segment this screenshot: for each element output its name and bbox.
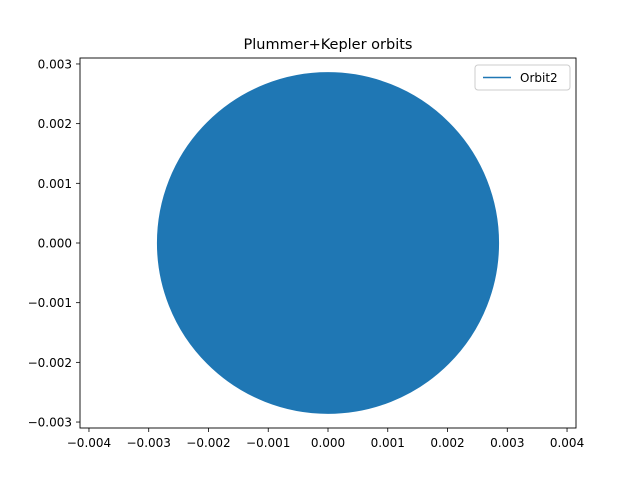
y-tick-label: −0.002 [28, 356, 72, 370]
legend-label: Orbit2 [520, 71, 558, 85]
y-tick-label: −0.001 [28, 296, 72, 310]
x-tick-label: −0.001 [246, 436, 290, 450]
plot-area [156, 72, 500, 414]
series-1-orbit [156, 72, 500, 414]
x-tick-label: 0.002 [430, 436, 464, 450]
y-tick-label: 0.003 [38, 57, 72, 71]
x-tick-label: 0.001 [371, 436, 405, 450]
chart-title: Plummer+Kepler orbits [244, 37, 413, 53]
y-tick-label: 0.001 [38, 177, 72, 191]
x-axis: −0.004 −0.003 −0.002 −0.001 0.000 0.001 0.002 0… [67, 428, 584, 450]
y-tick-label: 0.002 [38, 117, 72, 131]
x-tick-label: 0.003 [490, 436, 524, 450]
y-tick-label: −0.003 [28, 416, 72, 430]
y-axis: −0.003 −0.002 −0.001 0.000 0.001 0.002 0.003 [28, 57, 80, 430]
y-tick-label: 0.000 [38, 237, 72, 251]
legend-box [474, 64, 571, 91]
x-tick-label: −0.003 [127, 436, 171, 450]
x-tick-label: −0.004 [67, 436, 111, 450]
x-tick-label: −0.002 [186, 436, 230, 450]
x-tick-label: 0.004 [550, 436, 584, 450]
legend: Orbit2 [474, 64, 571, 91]
x-tick-label: 0.000 [311, 436, 345, 450]
axes-frame [79, 57, 577, 429]
